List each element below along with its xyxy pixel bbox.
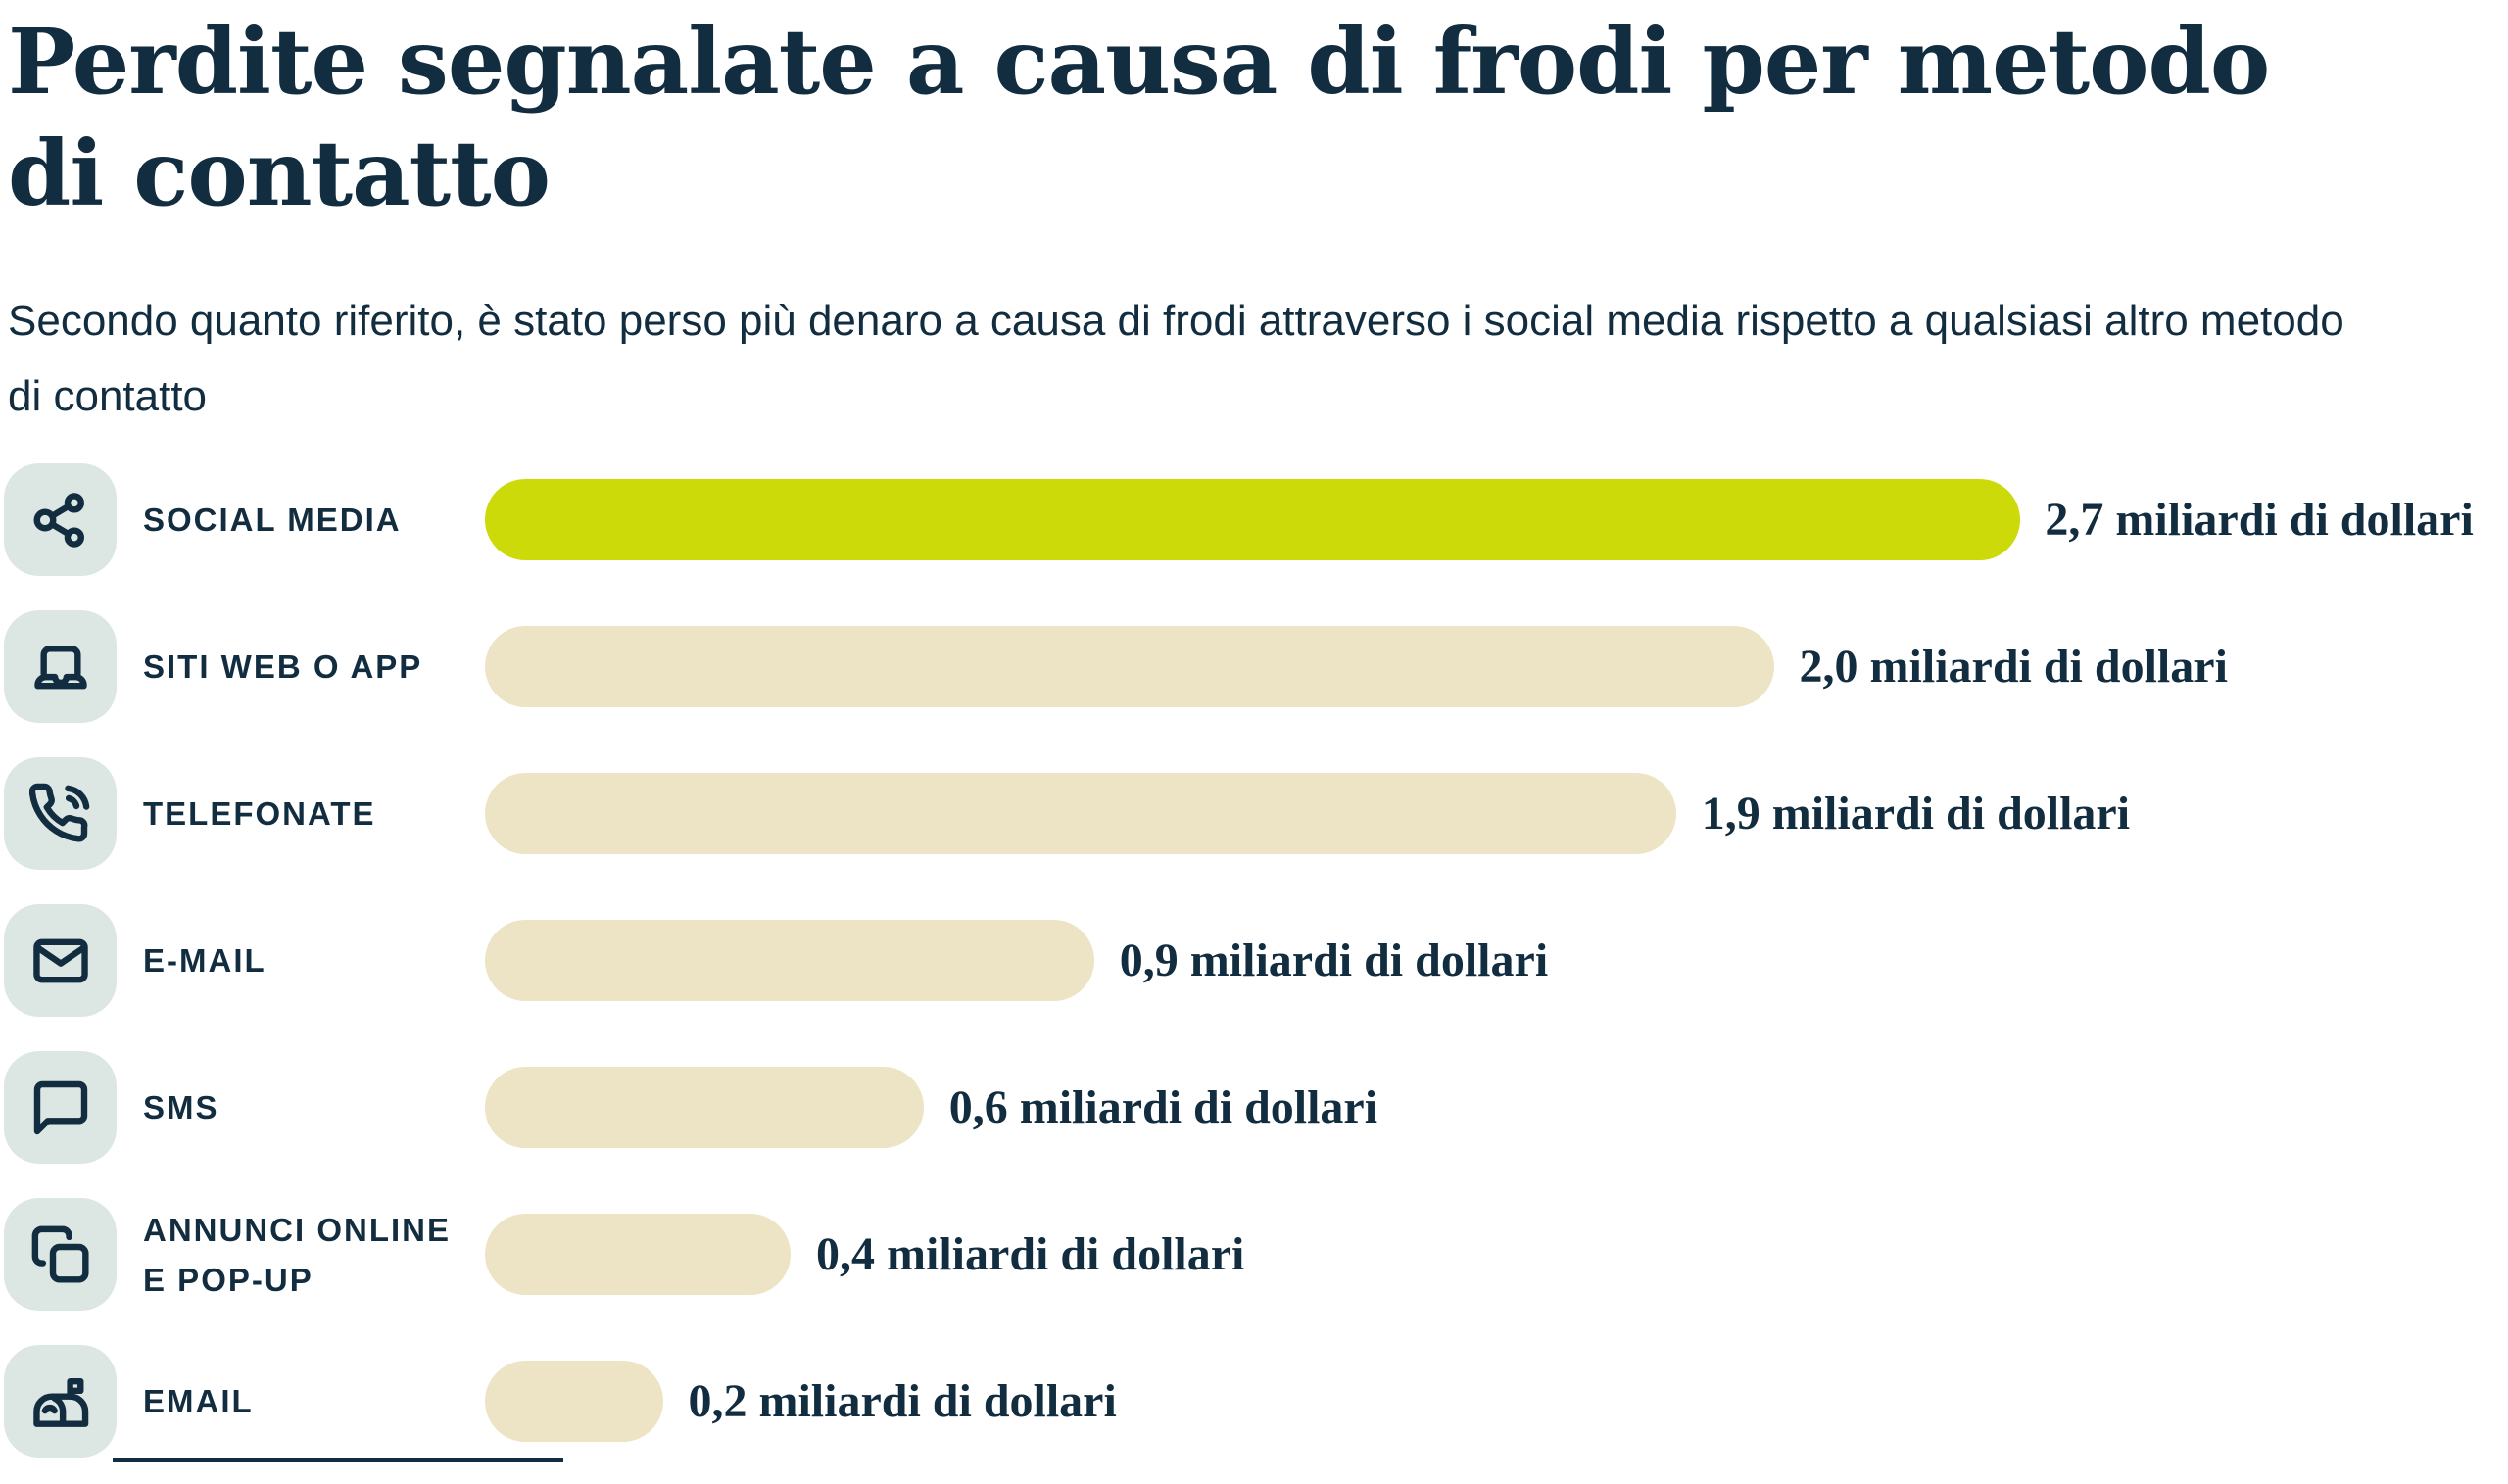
chart-row-sms: SMS 0,6 miliardi di dollari xyxy=(0,1043,2508,1190)
speech-bubble-icon xyxy=(33,1080,87,1134)
category-icon-box xyxy=(4,1198,117,1312)
value-label: 2,7 miliardi di dollari xyxy=(2045,494,2474,547)
chart-header: Perdite segnalate a causa di frodi per m… xyxy=(0,0,2508,434)
category-label: EMAIL xyxy=(143,1383,254,1420)
category-icon-box xyxy=(4,757,117,871)
bar-chart: SOCIAL MEDIA 2,7 miliardi di dollari SIT… xyxy=(0,455,2508,1484)
chart-row-email: EMAIL 0,2 miliardi di dollari xyxy=(0,1337,2508,1484)
value-label: 0,9 miliardi di dollari xyxy=(1119,934,1549,987)
bar xyxy=(485,1067,925,1149)
category-icon-box xyxy=(4,463,117,577)
category-label: SITI WEB O APP xyxy=(143,648,423,686)
category-icon-box xyxy=(4,1051,117,1165)
envelope-icon xyxy=(32,938,88,983)
title-line-2: di contatto xyxy=(8,120,551,227)
category-label: SMS xyxy=(143,1089,219,1126)
bar xyxy=(485,773,1677,855)
category-label: TELEFONATE xyxy=(143,795,376,833)
value-label: 0,4 miliardi di dollari xyxy=(816,1228,1245,1281)
chart-row-siti-web-o-app: SITI WEB O APP 2,0 miliardi di dollari xyxy=(0,602,2508,749)
chart-row-social-media: SOCIAL MEDIA 2,7 miliardi di dollari xyxy=(0,455,2508,602)
phone-call-icon xyxy=(28,783,89,842)
category-label: ANNUNCI ONLINE E POP-UP xyxy=(143,1211,451,1298)
bar xyxy=(485,479,2020,561)
value-label: 0,2 miliardi di dollari xyxy=(688,1375,1117,1428)
bar xyxy=(485,1361,663,1443)
share-nodes-icon xyxy=(33,493,84,548)
bar xyxy=(485,626,1774,708)
title-line-1: Perdite segnalate a causa di frodi per m… xyxy=(8,9,2270,115)
value-label: 2,0 miliardi di dollari xyxy=(1799,641,2228,694)
copy-windows-icon xyxy=(31,1225,89,1283)
page-subtitle: Secondo quanto riferito, è stato perso p… xyxy=(8,297,2344,420)
page-title: Perdite segnalate a causa di frodi per m… xyxy=(8,6,2500,229)
chart-row-e-mail: E-MAIL 0,9 miliardi di dollari xyxy=(0,896,2508,1043)
mailbox-icon xyxy=(32,1377,88,1427)
category-label: E-MAIL xyxy=(143,942,266,980)
bar xyxy=(485,1214,792,1296)
bar xyxy=(485,920,1095,1002)
chart-row-annunci-online-e-pop-up: ANNUNCI ONLINE E POP-UP 0,4 miliardi di d… xyxy=(0,1190,2508,1337)
category-icon-box xyxy=(4,1345,117,1459)
value-label: 0,6 miliardi di dollari xyxy=(948,1081,1378,1134)
chart-row-telefonate: TELEFONATE 1,9 miliardi di dollari xyxy=(0,749,2508,896)
category-icon-box xyxy=(4,610,117,724)
category-label: SOCIAL MEDIA xyxy=(143,502,402,539)
cutoff-footer-strip xyxy=(113,1458,563,1462)
category-icon-box xyxy=(4,904,117,1018)
laptop-icon xyxy=(33,645,87,690)
value-label: 1,9 miliardi di dollari xyxy=(1701,788,2131,840)
